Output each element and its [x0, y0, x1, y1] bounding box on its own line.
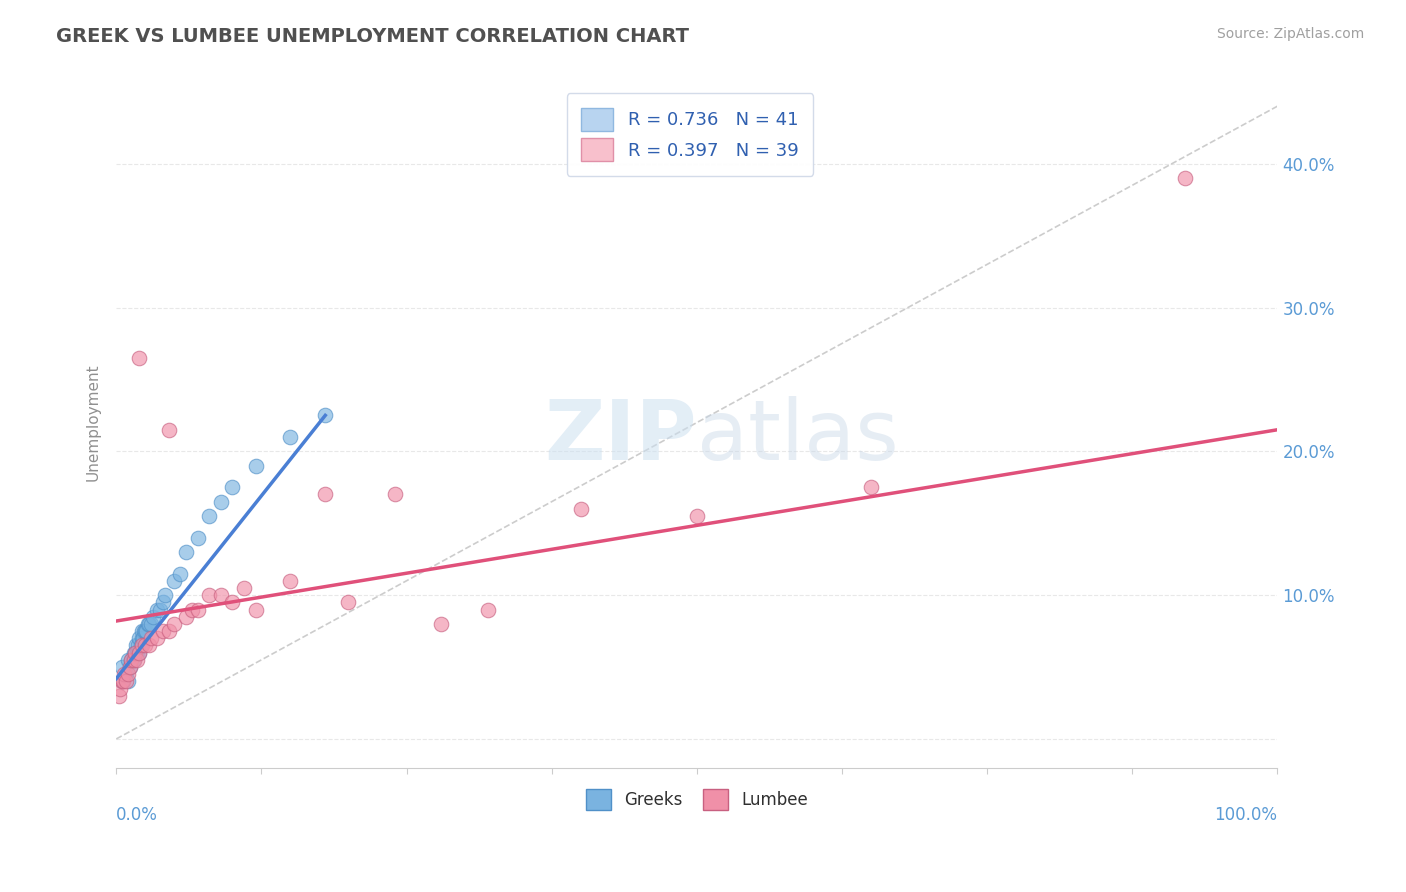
Point	[120, 653, 142, 667]
Point	[111, 674, 134, 689]
Point	[134, 639, 156, 653]
Point	[859, 480, 882, 494]
Point	[233, 581, 256, 595]
Point	[139, 616, 162, 631]
Point	[131, 639, 153, 653]
Point	[120, 660, 142, 674]
Point	[198, 509, 221, 524]
Point	[221, 480, 243, 494]
Point	[169, 566, 191, 581]
Point	[163, 574, 186, 588]
Point	[245, 602, 267, 616]
Point	[135, 624, 157, 638]
Point	[314, 409, 336, 423]
Point	[337, 595, 360, 609]
Point	[146, 632, 169, 646]
Point	[139, 632, 162, 646]
Text: 0.0%: 0.0%	[117, 805, 157, 823]
Point	[120, 653, 142, 667]
Point	[136, 616, 159, 631]
Point	[124, 646, 146, 660]
Text: 100.0%: 100.0%	[1215, 805, 1278, 823]
Point	[149, 602, 172, 616]
Point	[174, 609, 197, 624]
Point	[127, 653, 149, 667]
Point	[121, 653, 143, 667]
Point	[117, 667, 139, 681]
Point	[198, 588, 221, 602]
Point	[163, 616, 186, 631]
Point	[112, 667, 135, 681]
Point	[430, 616, 453, 631]
Point	[138, 639, 160, 653]
Point	[112, 674, 135, 689]
Point	[122, 653, 145, 667]
Point	[111, 674, 134, 689]
Y-axis label: Unemployment: Unemployment	[86, 364, 100, 482]
Point	[128, 351, 150, 365]
Point	[280, 430, 302, 444]
Point	[124, 646, 146, 660]
Point	[221, 595, 243, 609]
Point	[280, 574, 302, 588]
Point	[138, 616, 160, 631]
Text: Source: ZipAtlas.com: Source: ZipAtlas.com	[1216, 27, 1364, 41]
Point	[174, 545, 197, 559]
Point	[131, 632, 153, 646]
Point	[152, 624, 174, 638]
Point	[157, 624, 180, 638]
Text: GREEK VS LUMBEE UNEMPLOYMENT CORRELATION CHART: GREEK VS LUMBEE UNEMPLOYMENT CORRELATION…	[56, 27, 689, 45]
Point	[128, 646, 150, 660]
Point	[120, 660, 142, 674]
Point	[209, 494, 232, 508]
Point	[132, 632, 155, 646]
Point	[152, 595, 174, 609]
Point	[477, 602, 499, 616]
Text: atlas: atlas	[697, 396, 898, 477]
Point	[314, 487, 336, 501]
Point	[128, 646, 150, 660]
Point	[157, 423, 180, 437]
Point	[187, 531, 209, 545]
Point	[180, 602, 202, 616]
Point	[129, 639, 152, 653]
Point	[108, 681, 131, 696]
Text: ZIP: ZIP	[544, 396, 697, 477]
Point	[127, 646, 149, 660]
Point	[117, 674, 139, 689]
Point	[245, 458, 267, 473]
Point	[111, 660, 134, 674]
Point	[384, 487, 406, 501]
Point	[114, 667, 136, 681]
Point	[134, 624, 156, 638]
Point	[187, 602, 209, 616]
Point	[134, 624, 156, 638]
Point	[146, 602, 169, 616]
Point	[142, 609, 165, 624]
Point	[107, 689, 129, 703]
Point	[125, 639, 148, 653]
Point	[122, 646, 145, 660]
Point	[128, 632, 150, 646]
Point	[153, 588, 176, 602]
Point	[114, 674, 136, 689]
Point	[127, 639, 149, 653]
Legend: Greeks, Lumbee: Greeks, Lumbee	[578, 781, 815, 818]
Point	[122, 653, 145, 667]
Point	[131, 624, 153, 638]
Point	[117, 653, 139, 667]
Point	[1173, 171, 1195, 186]
Point	[686, 509, 709, 524]
Point	[569, 501, 592, 516]
Point	[209, 588, 232, 602]
